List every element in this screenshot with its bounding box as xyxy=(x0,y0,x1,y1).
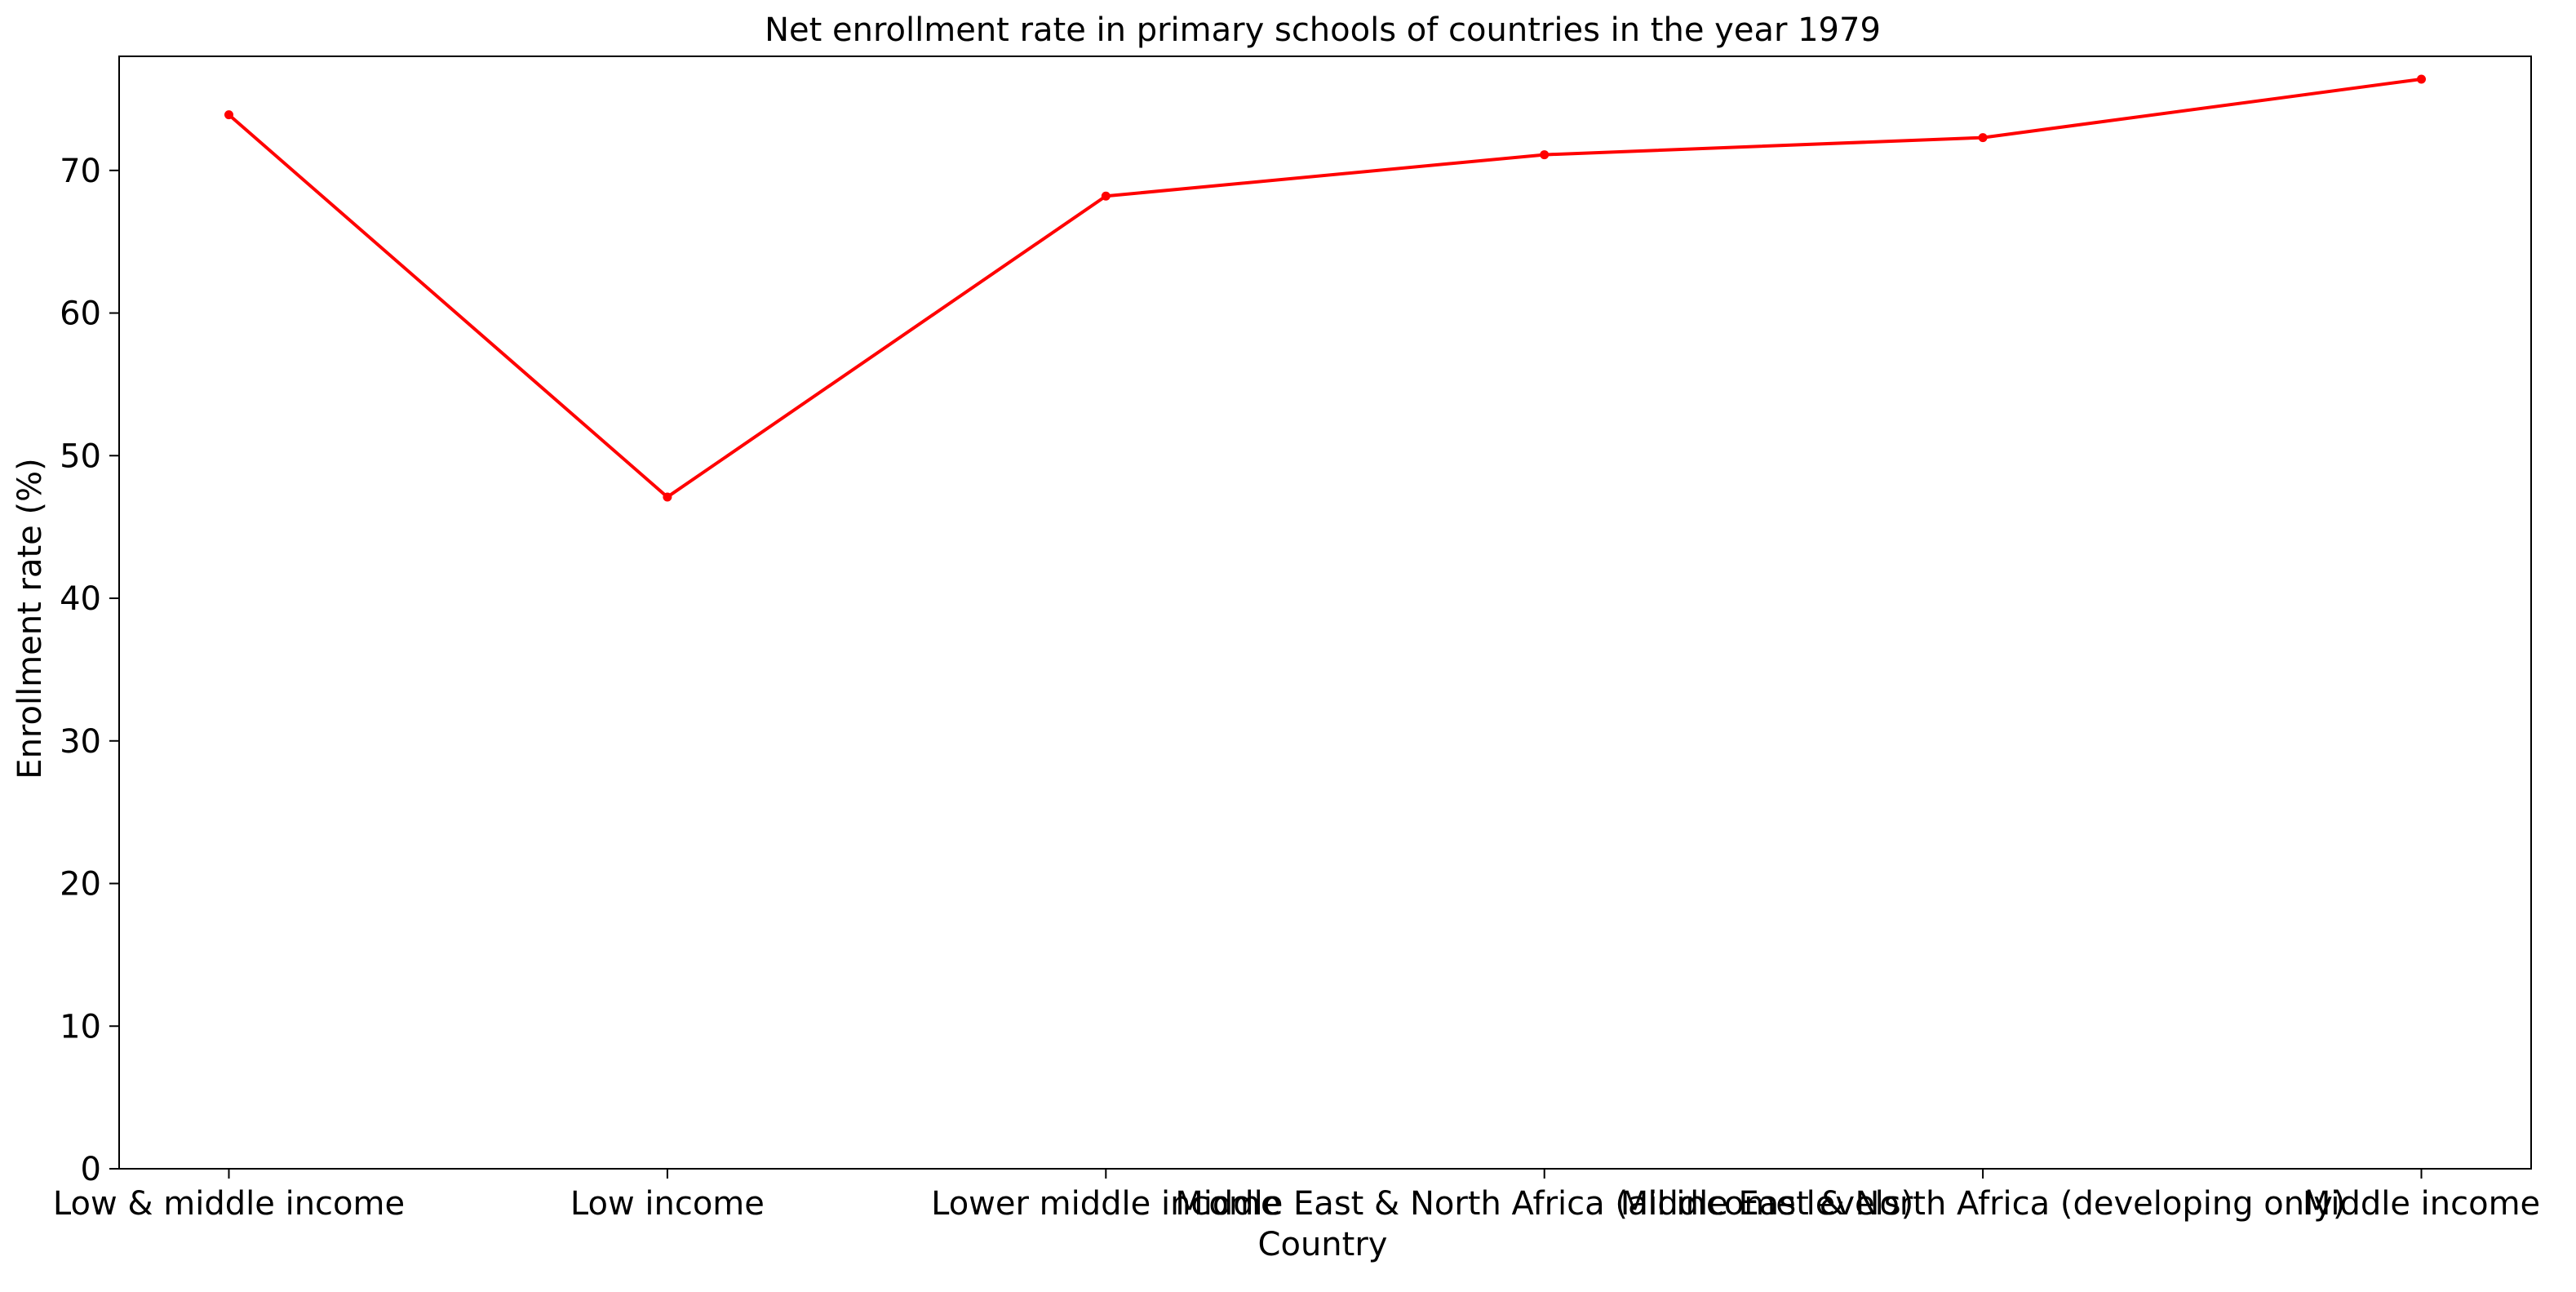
plot-area: 0 10 20 30 40 50 60 70 Low & middle income Low in… xyxy=(53,55,2540,1223)
data-point xyxy=(2417,74,2427,84)
x-tick-label: Middle East & North Africa (all income l… xyxy=(1175,1185,1913,1223)
data-point xyxy=(1101,191,1111,201)
x-axis-label: Country xyxy=(1258,1226,1388,1263)
y-tick-label: 0 xyxy=(81,1151,101,1188)
data-point xyxy=(1978,133,1988,143)
x-tick-label: Middle income xyxy=(2303,1185,2540,1223)
y-tick-label: 60 xyxy=(60,295,101,333)
data-point xyxy=(224,110,233,120)
y-tick-label: 10 xyxy=(60,1008,101,1046)
y-tick-label: 40 xyxy=(60,580,101,618)
x-tick-label: Lower middle income xyxy=(931,1185,1280,1223)
y-tick-label: 30 xyxy=(60,723,101,761)
y-tick-label: 20 xyxy=(60,866,101,904)
x-tick-label: Low & middle income xyxy=(53,1185,405,1223)
data-point xyxy=(1540,150,1550,160)
y-tick-label: 70 xyxy=(60,153,101,190)
x-tick-label: Low income xyxy=(570,1185,765,1223)
series-line xyxy=(228,77,2422,499)
x-tick-label: Middle East & North Africa (developing o… xyxy=(1621,1185,2346,1223)
y-tick-label: 50 xyxy=(60,437,101,475)
chart-title: Net enrollment rate in primary schools o… xyxy=(765,11,1881,49)
data-point xyxy=(663,492,672,502)
y-axis-label: Enrollment rate (%) xyxy=(11,458,49,779)
plot-frame xyxy=(118,55,2532,1170)
